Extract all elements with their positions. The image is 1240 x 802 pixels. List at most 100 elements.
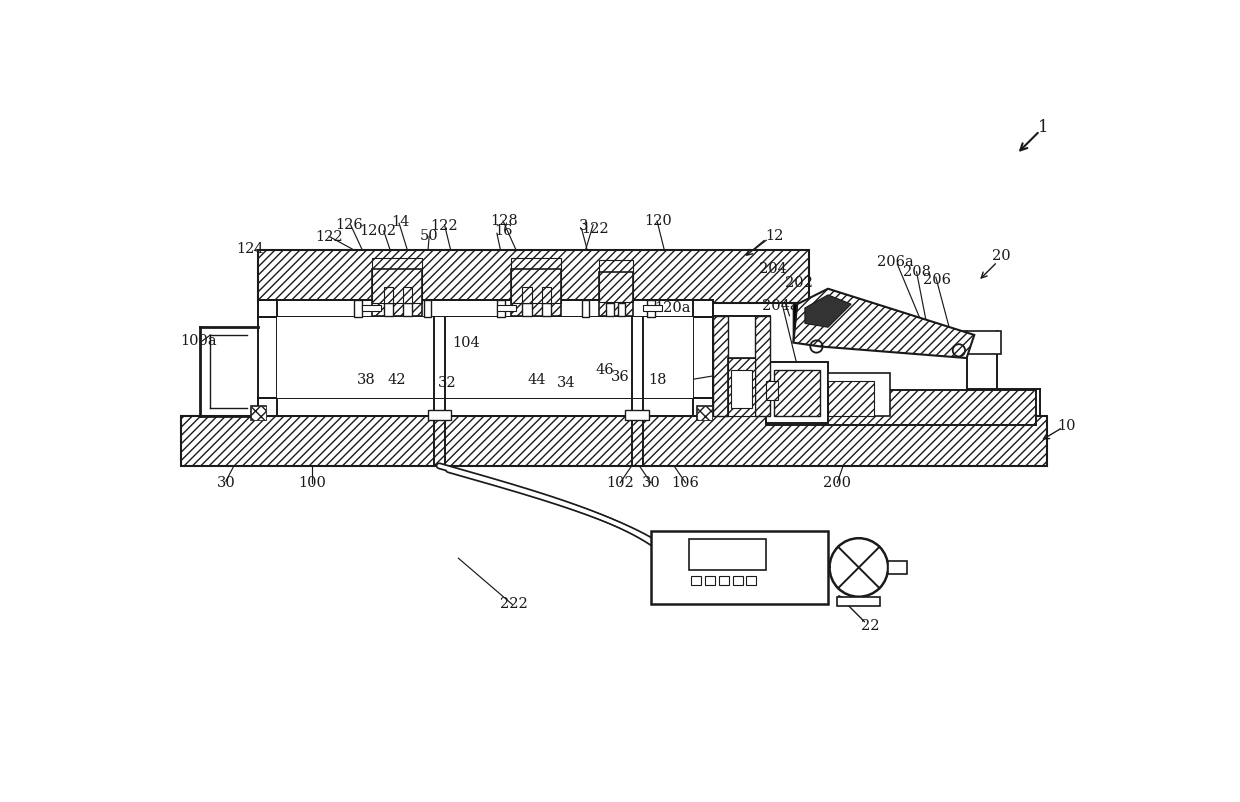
Text: 38: 38 [357,373,376,387]
Text: 222: 222 [500,597,528,611]
Bar [697,406,713,419]
Text: 122: 122 [430,219,459,233]
Bar [625,411,649,419]
Bar [511,269,560,316]
Bar [250,406,265,419]
Text: 3: 3 [578,219,588,233]
Text: 46: 46 [595,363,614,377]
Bar [599,261,634,302]
Bar [403,302,412,317]
Bar [250,406,265,419]
Polygon shape [794,289,975,358]
Bar [697,406,713,419]
Text: 42: 42 [388,373,405,387]
Text: 1: 1 [1038,119,1049,136]
Bar [372,269,422,316]
Bar [278,318,693,398]
Bar [258,250,808,302]
Text: 50: 50 [420,229,439,243]
Bar [828,381,874,415]
Bar [766,362,828,423]
Text: 104: 104 [453,336,480,350]
Bar [766,391,1035,425]
Bar [691,576,701,585]
Text: 204: 204 [759,262,786,277]
Bar [719,576,729,585]
Bar [888,561,908,573]
Bar [689,539,766,569]
Bar [728,358,755,415]
Text: 44: 44 [528,373,546,387]
Text: 102: 102 [606,476,634,490]
Text: 22: 22 [861,619,879,633]
Text: 124: 124 [237,241,264,256]
Bar [837,597,880,606]
Bar [746,576,756,585]
Bar [651,531,828,605]
Text: 30: 30 [217,476,236,490]
Text: 34: 34 [557,375,575,390]
Bar [766,381,777,400]
Text: 18: 18 [647,373,666,387]
Bar [428,411,450,419]
Bar [383,302,393,317]
Text: 106: 106 [672,476,699,490]
Bar [542,302,551,317]
Text: 202: 202 [785,276,812,290]
Polygon shape [794,304,797,342]
Bar [522,302,532,317]
Text: 32: 32 [438,375,456,390]
Text: 200: 200 [823,476,851,490]
Bar [755,316,770,415]
Bar [962,331,1001,354]
Bar [181,415,1048,466]
Bar [355,300,362,318]
Bar [647,300,655,318]
Text: 12: 12 [765,229,784,243]
Bar [542,287,551,302]
Bar [582,300,589,318]
Bar [497,305,516,311]
Bar [644,305,662,311]
Text: 128: 128 [491,214,518,228]
Bar [704,576,714,585]
Bar [258,398,713,415]
Text: 206a: 206a [878,255,914,269]
Bar [511,258,560,302]
Bar [733,576,743,585]
Bar [774,370,821,415]
Bar [713,316,770,415]
Text: 120: 120 [645,214,672,228]
Bar [522,287,532,302]
Bar [828,374,889,415]
Bar [606,302,614,317]
Text: 36: 36 [611,371,630,384]
Text: 16: 16 [494,224,512,238]
Bar [730,370,751,408]
Text: 206: 206 [924,273,951,286]
Bar [424,300,432,318]
Text: 100: 100 [298,476,326,490]
Bar [713,316,728,415]
Bar [383,287,393,302]
Text: 120a: 120a [655,301,691,315]
Text: 30: 30 [641,476,660,490]
Text: 1202: 1202 [360,224,396,238]
Text: 14: 14 [392,215,410,229]
Text: 20: 20 [992,249,1011,263]
Text: 10: 10 [1058,419,1076,433]
Text: 126: 126 [335,218,363,232]
Bar [372,258,422,302]
Bar [403,287,412,302]
Bar [258,300,713,318]
Bar [599,272,634,316]
Bar [497,300,505,318]
Bar [362,305,382,311]
Text: 122: 122 [582,221,609,236]
Polygon shape [805,295,851,327]
Bar [728,358,755,415]
Text: 100a: 100a [180,334,217,348]
Text: 208: 208 [903,265,930,279]
Text: 204a: 204a [761,298,799,313]
Bar [618,302,625,317]
